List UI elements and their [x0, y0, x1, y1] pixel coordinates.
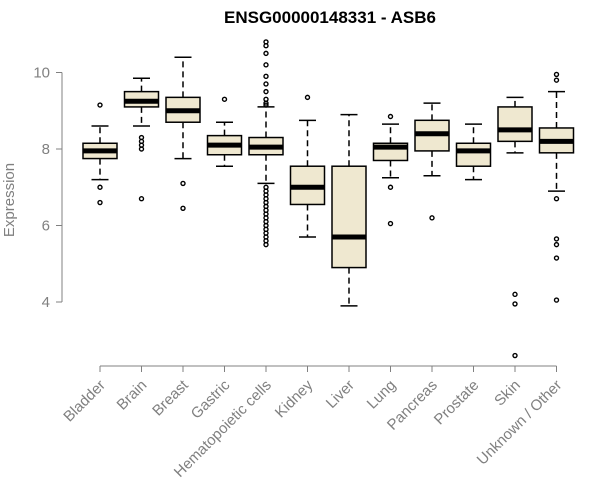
box-pancreas — [414, 102, 450, 221]
outlier-point — [263, 43, 269, 49]
outlier-point — [429, 215, 435, 221]
box-iqr — [497, 106, 533, 143]
outlier-point — [553, 241, 560, 248]
outlier-point — [263, 100, 269, 106]
box-lung — [372, 113, 409, 227]
box-gastric — [206, 96, 243, 167]
outlier-point — [553, 77, 560, 83]
outlier-point — [263, 81, 269, 87]
outlier-point — [263, 62, 269, 68]
box-hematopoietic-cells — [248, 39, 284, 248]
y-tick-label: 10 — [33, 65, 50, 82]
x-category-label: Prostate — [431, 377, 483, 429]
outlier-point — [263, 241, 269, 248]
outlier-point — [97, 184, 103, 190]
boxes-group — [82, 39, 575, 359]
outlier-point — [553, 236, 560, 242]
outlier-point — [138, 146, 145, 152]
box-prostate — [455, 123, 492, 181]
box-iqr — [331, 165, 367, 269]
outlier-point — [180, 205, 186, 211]
box-unknown-other — [538, 71, 575, 303]
outlier-point — [512, 301, 518, 307]
outlier-point — [263, 73, 269, 80]
box-liver — [331, 113, 367, 307]
x-category-label: Liver — [323, 377, 358, 412]
outlier-point — [97, 199, 103, 206]
outlier-point — [553, 255, 560, 261]
outlier-point — [553, 297, 560, 303]
y-axis: 4 6 8 10 — [33, 65, 63, 311]
box-bladder — [82, 102, 118, 206]
outlier-point — [387, 113, 394, 120]
box-iqr — [455, 142, 492, 167]
x-category-label: Bladder — [60, 377, 109, 426]
outlier-point — [512, 291, 518, 298]
outlier-point — [387, 184, 394, 190]
x-category-label: Breast — [149, 376, 192, 419]
outlier-point — [180, 180, 186, 187]
outlier-point — [263, 102, 269, 108]
outlier-point — [263, 50, 269, 57]
x-category-label: Skin — [491, 377, 524, 410]
x-category-label: Kidney — [272, 376, 317, 421]
outlier-point — [553, 71, 560, 78]
outlier-point — [221, 96, 228, 102]
y-tick-label: 6 — [42, 218, 50, 235]
chart-title: ENSG00000148331 - ASB6 — [224, 8, 436, 27]
outlier-point — [263, 88, 269, 95]
box-brain — [123, 77, 160, 202]
outlier-point — [138, 196, 145, 202]
outlier-point — [387, 220, 394, 227]
outlier-point — [304, 94, 311, 101]
y-tick-label: 4 — [42, 294, 50, 311]
outlier-point — [553, 196, 560, 202]
outlier-point — [512, 352, 518, 359]
box-kidney — [289, 94, 326, 238]
outlier-point — [97, 102, 103, 108]
box-breast — [165, 56, 201, 211]
x-category-label: Lung — [364, 377, 400, 413]
y-tick-label: 8 — [42, 141, 50, 158]
x-category-label: Brain — [114, 377, 151, 414]
box-skin — [497, 96, 533, 359]
y-axis-label: Expression — [1, 163, 18, 237]
